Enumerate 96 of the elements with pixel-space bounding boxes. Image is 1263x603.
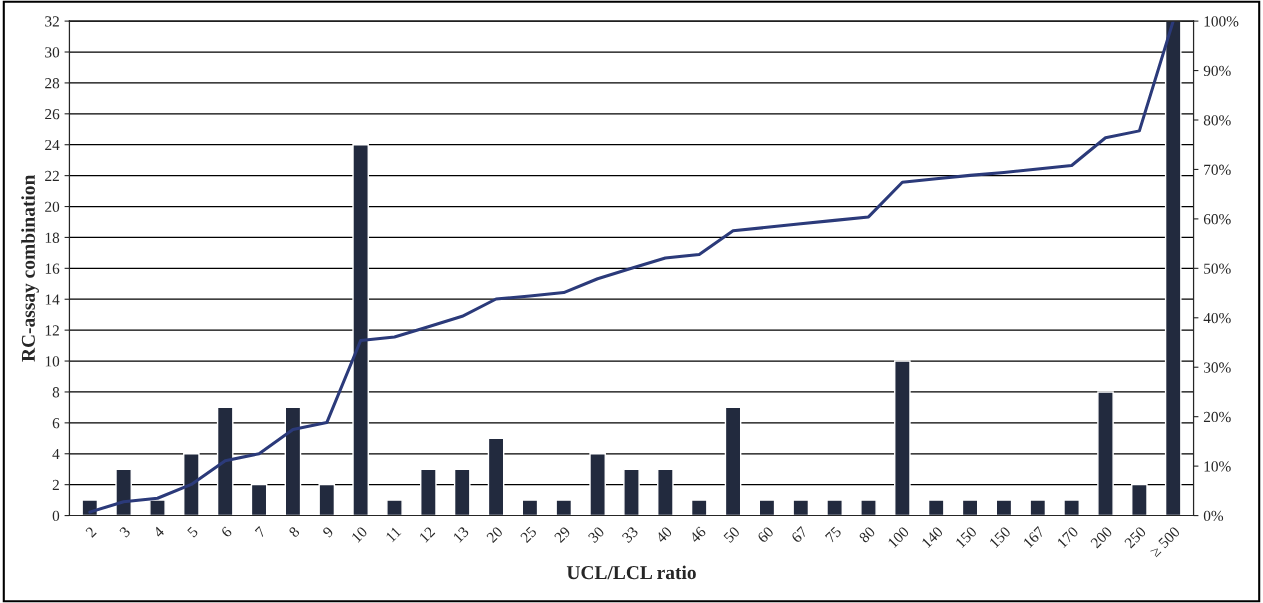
y-tick-label: 18	[45, 232, 60, 243]
x-tick-label: 30	[587, 526, 605, 544]
x-tick-label: 4	[152, 525, 165, 538]
x-tick-label: 20	[486, 526, 504, 544]
bar	[758, 499, 776, 516]
y-tick-label: 10	[45, 356, 60, 367]
x-tick-label: 60	[756, 526, 775, 544]
bar	[183, 453, 200, 516]
bar	[420, 468, 437, 516]
x-tick-label: 7	[254, 526, 267, 538]
y2-tick-label: 100%	[1204, 16, 1239, 27]
line-series	[88, 21, 1175, 514]
x-tick-label: 9	[322, 526, 334, 538]
y-tick-label: 24	[45, 139, 60, 151]
bar	[589, 453, 606, 516]
y2-tick-label: 70%	[1204, 164, 1231, 175]
y-tick-label: 14	[45, 294, 60, 305]
x-tick-label: 40	[655, 526, 673, 544]
x-tick-label: 100	[887, 526, 910, 549]
bar	[724, 406, 742, 516]
bar	[961, 499, 979, 516]
bar	[352, 144, 369, 516]
y-axis-title: RC-assay combination	[21, 174, 39, 362]
bar	[623, 468, 640, 516]
x-tick-label: ≥ 500	[1149, 526, 1181, 558]
x-tick-label: 33	[621, 526, 639, 544]
x-tick-label: 167	[1022, 525, 1046, 549]
y-tick-label: 16	[45, 263, 60, 274]
bar	[149, 499, 166, 516]
x-tick-label: 13	[452, 526, 470, 543]
x-tick-label: 8	[288, 526, 301, 538]
bar	[115, 468, 132, 516]
y2-tick-label: 40%	[1203, 312, 1231, 324]
x-tick-label: 3	[119, 526, 131, 538]
x-tick-label: 11	[385, 526, 402, 543]
bar	[250, 483, 268, 516]
y2-tick-label: 30%	[1203, 362, 1231, 373]
bar	[1131, 483, 1148, 516]
y-tick-label: 30	[45, 47, 60, 58]
y2-tick-label: 50%	[1204, 263, 1231, 274]
x-tick-label: 150	[988, 526, 1012, 549]
x-tick-label: 75	[824, 526, 842, 543]
y2-tick-label: 60%	[1203, 214, 1231, 225]
x-tick-label: 67	[790, 525, 809, 544]
x-tick-label: 29	[553, 526, 571, 544]
bar	[555, 499, 573, 516]
x-tick-label: 150	[955, 526, 978, 549]
y2-tick-label: 80%	[1203, 115, 1231, 126]
y-tick-label: 6	[52, 418, 60, 429]
bar	[1063, 499, 1080, 516]
bar	[826, 499, 843, 516]
bar	[690, 499, 708, 516]
x-tick-label: 25	[519, 526, 538, 544]
bar	[927, 499, 945, 516]
bar	[487, 437, 505, 516]
bar	[894, 360, 911, 516]
y-tick-label: 12	[45, 325, 59, 336]
bar	[216, 406, 234, 516]
x-tick-label: 80	[858, 526, 876, 544]
x-tick-label: 46	[688, 525, 707, 544]
y2-tick-label: 0%	[1203, 510, 1224, 522]
y-tick-label: 28	[45, 78, 60, 89]
bar	[1164, 21, 1182, 516]
bar	[521, 499, 539, 516]
bar	[453, 468, 471, 516]
y-tick-label: 4	[52, 449, 60, 460]
bar	[318, 483, 336, 516]
y-tick-label: 26	[45, 109, 60, 120]
y2-tick-label: 20%	[1203, 411, 1231, 423]
bar	[1097, 391, 1114, 516]
bar	[284, 406, 302, 516]
y-tick-label: 32	[45, 16, 59, 27]
y-tick-label: 20	[45, 201, 60, 212]
y2-tick-label: 90%	[1203, 65, 1231, 77]
x-tick-label: 6	[220, 525, 233, 538]
y-tick-label: 0	[52, 510, 60, 522]
y-tick-label: 22	[45, 170, 59, 181]
y-tick-label: 2	[52, 479, 59, 490]
x-tick-label: 170	[1056, 526, 1079, 549]
x-axis-title: UCL/LCL ratio	[566, 565, 696, 580]
x-tick-label: 140	[921, 526, 944, 549]
x-tick-label: 5	[187, 526, 199, 538]
bar	[657, 468, 674, 516]
bar	[386, 499, 403, 516]
x-tick-label: 50	[723, 526, 741, 544]
y2-tick-label: 10%	[1204, 461, 1231, 472]
y-tick-label: 8	[52, 387, 60, 398]
x-tick-label: 250	[1123, 526, 1147, 549]
bar	[1029, 499, 1047, 516]
x-tick-label: 10	[351, 526, 368, 543]
x-tick-label: 2	[85, 526, 97, 538]
x-tick-label: 12	[418, 526, 436, 543]
bar	[995, 499, 1013, 516]
x-tick-label: 200	[1090, 526, 1113, 549]
bar	[860, 499, 877, 516]
bar	[792, 499, 810, 516]
